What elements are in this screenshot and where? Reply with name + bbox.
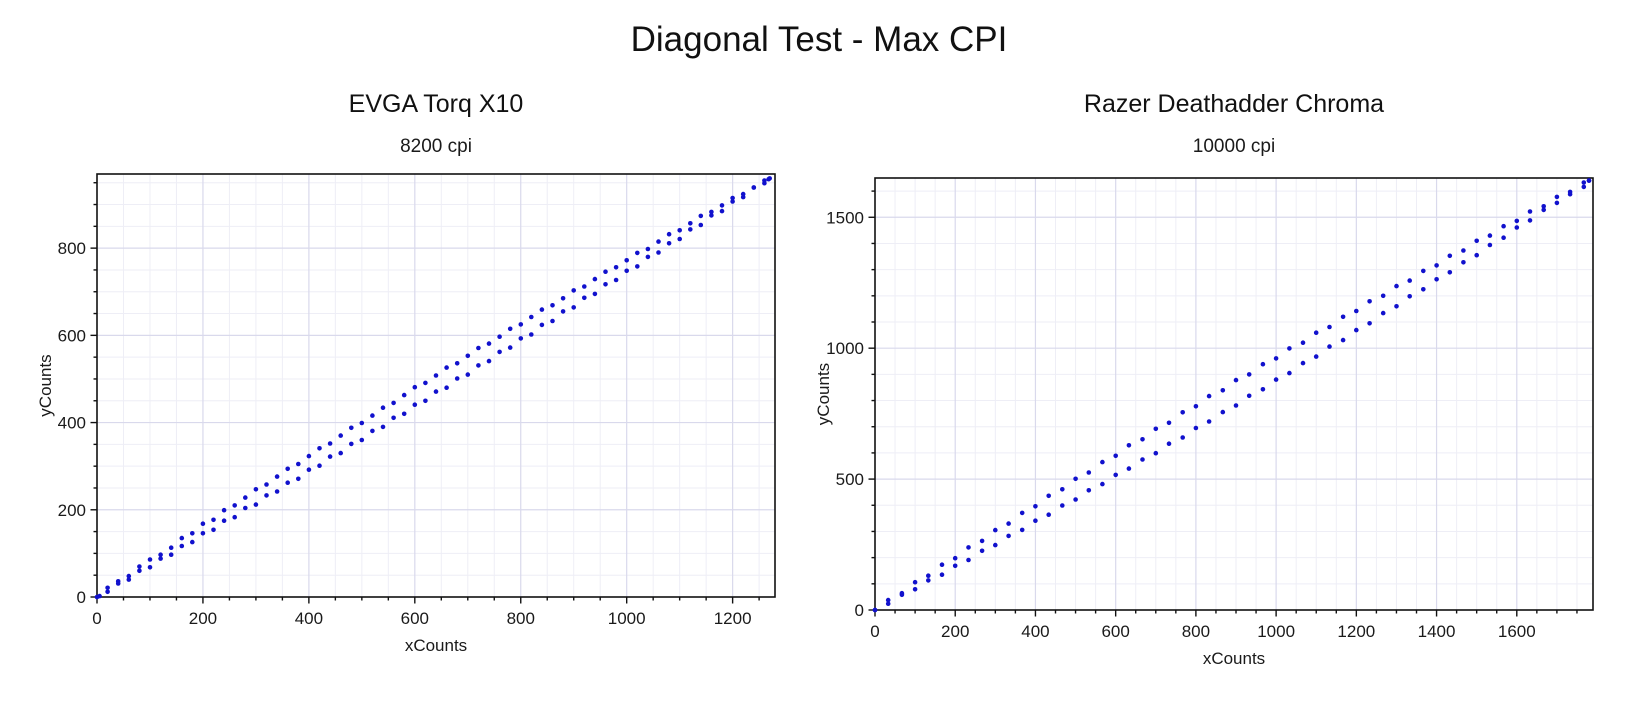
axis-ticks [868,190,1578,617]
x-axis-label: xCounts [1203,649,1265,668]
x-tick-label: 1200 [714,609,752,628]
chart-subtitle-razer-cpi: 10000 cpi [1192,136,1276,157]
y-tick-label: 800 [58,239,86,258]
axis-tick-labels: 0 200 400 600 800 1000 1200 0 200 400 600 800 xCount… [36,239,752,655]
y-axis-label: yCounts [814,363,833,425]
x-tick-label: 1400 [1418,622,1456,641]
x-tick-label: 0 [870,622,879,641]
x-tick-label: 1000 [608,609,646,628]
axes-frame [96,173,776,598]
y-tick-label: 0 [855,601,864,620]
page-title: Diagonal Test - Max CPI [630,20,1008,59]
chart-subtitle-evga-cpi: 8200 cpi [400,136,472,157]
x-tick-label: 1000 [1257,622,1295,641]
x-tick-label: 1200 [1337,622,1375,641]
axes-frame [874,177,1594,611]
y-axis-label: yCounts [36,354,55,416]
chart-title-evga: EVGA Torq X10 [348,90,524,118]
chart-title-razer: Razer Deathadder Chroma [1083,90,1385,118]
y-tick-label: 0 [77,588,86,607]
x-tick-label: 800 [507,609,535,628]
y-tick-label: 200 [58,501,86,520]
x-axis-label: xCounts [405,636,467,655]
y-tick-label: 1000 [826,339,864,358]
y-tick-label: 1500 [826,208,864,227]
scatter-plot-evga: 0 200 400 600 800 1000 1200 0 200 400 600 800 xCount… [36,173,776,655]
y-tick-label: 600 [58,326,86,345]
axis-tick-labels: 0 200 400 600 800 1000 1200 1400 1600 0 500 1000 150… [814,208,1536,668]
gridlines [97,174,775,597]
data-points [872,178,1592,613]
y-tick-label: 500 [836,470,864,489]
x-tick-label: 600 [401,609,429,628]
x-tick-label: 800 [1182,622,1210,641]
x-tick-label: 200 [941,622,969,641]
x-tick-label: 1600 [1498,622,1536,641]
x-tick-label: 400 [295,609,323,628]
x-tick-label: 200 [189,609,217,628]
y-tick-label: 400 [58,414,86,433]
data-points [94,176,772,600]
x-tick-label: 0 [92,609,101,628]
scatter-plot-razer: 0 200 400 600 800 1000 1200 1400 1600 0 500 1000 150… [814,177,1594,668]
x-tick-label: 600 [1101,622,1129,641]
gridlines [875,178,1593,610]
x-tick-label: 400 [1021,622,1049,641]
